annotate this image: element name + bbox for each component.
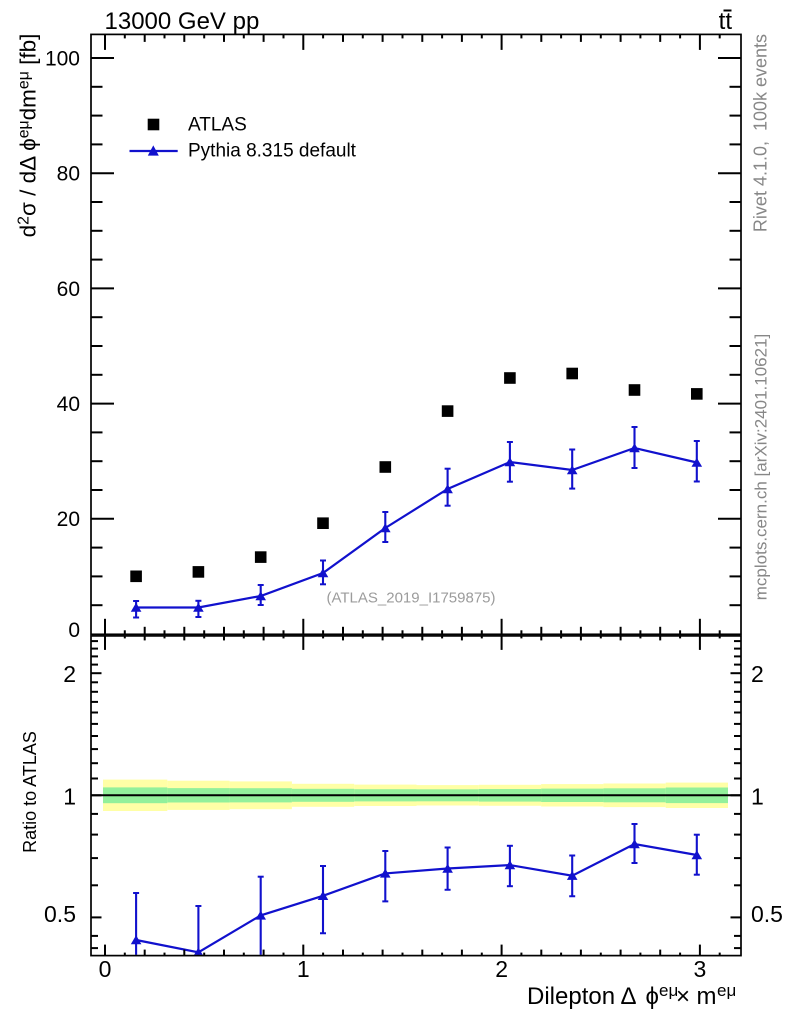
svg-text:2: 2 — [495, 956, 508, 982]
svg-text:0: 0 — [99, 956, 112, 982]
svg-text:13000 GeV pp: 13000 GeV pp — [105, 8, 260, 35]
svg-text:Pythia 8.315 default: Pythia 8.315 default — [188, 140, 357, 161]
svg-text:80: 80 — [57, 163, 80, 186]
svg-text:(ATLAS_2019_I1759875): (ATLAS_2019_I1759875) — [327, 590, 496, 607]
svg-text:0.5: 0.5 — [751, 901, 783, 927]
svg-text:mcplots.cern.ch [arXiv:2401.10: mcplots.cern.ch [arXiv:2401.10621] — [752, 334, 771, 600]
svg-text:40: 40 — [57, 393, 80, 416]
svg-text:tt: tt — [719, 8, 733, 35]
svg-text:3: 3 — [694, 956, 707, 982]
svg-text:2: 2 — [751, 661, 764, 687]
svg-text:20: 20 — [57, 508, 80, 531]
svg-text:1: 1 — [751, 783, 764, 809]
svg-text:0: 0 — [68, 619, 80, 642]
svg-text:60: 60 — [57, 278, 80, 301]
svg-text:Rivet 4.1.0, 100k events: Rivet 4.1.0, 100k events — [751, 34, 771, 232]
svg-text:Ratio to ATLAS: Ratio to ATLAS — [20, 731, 40, 853]
svg-text:d2σ / dΔ ϕeμdmeμ [fb]: d2σ / dΔ ϕeμdmeμ [fb] — [16, 34, 41, 238]
svg-text:ATLAS: ATLAS — [188, 115, 247, 136]
svg-text:100: 100 — [45, 47, 80, 70]
svg-text:0.5: 0.5 — [44, 901, 76, 927]
svg-text:1: 1 — [63, 783, 76, 809]
svg-text:2: 2 — [63, 661, 76, 687]
svg-text:1: 1 — [297, 956, 310, 982]
